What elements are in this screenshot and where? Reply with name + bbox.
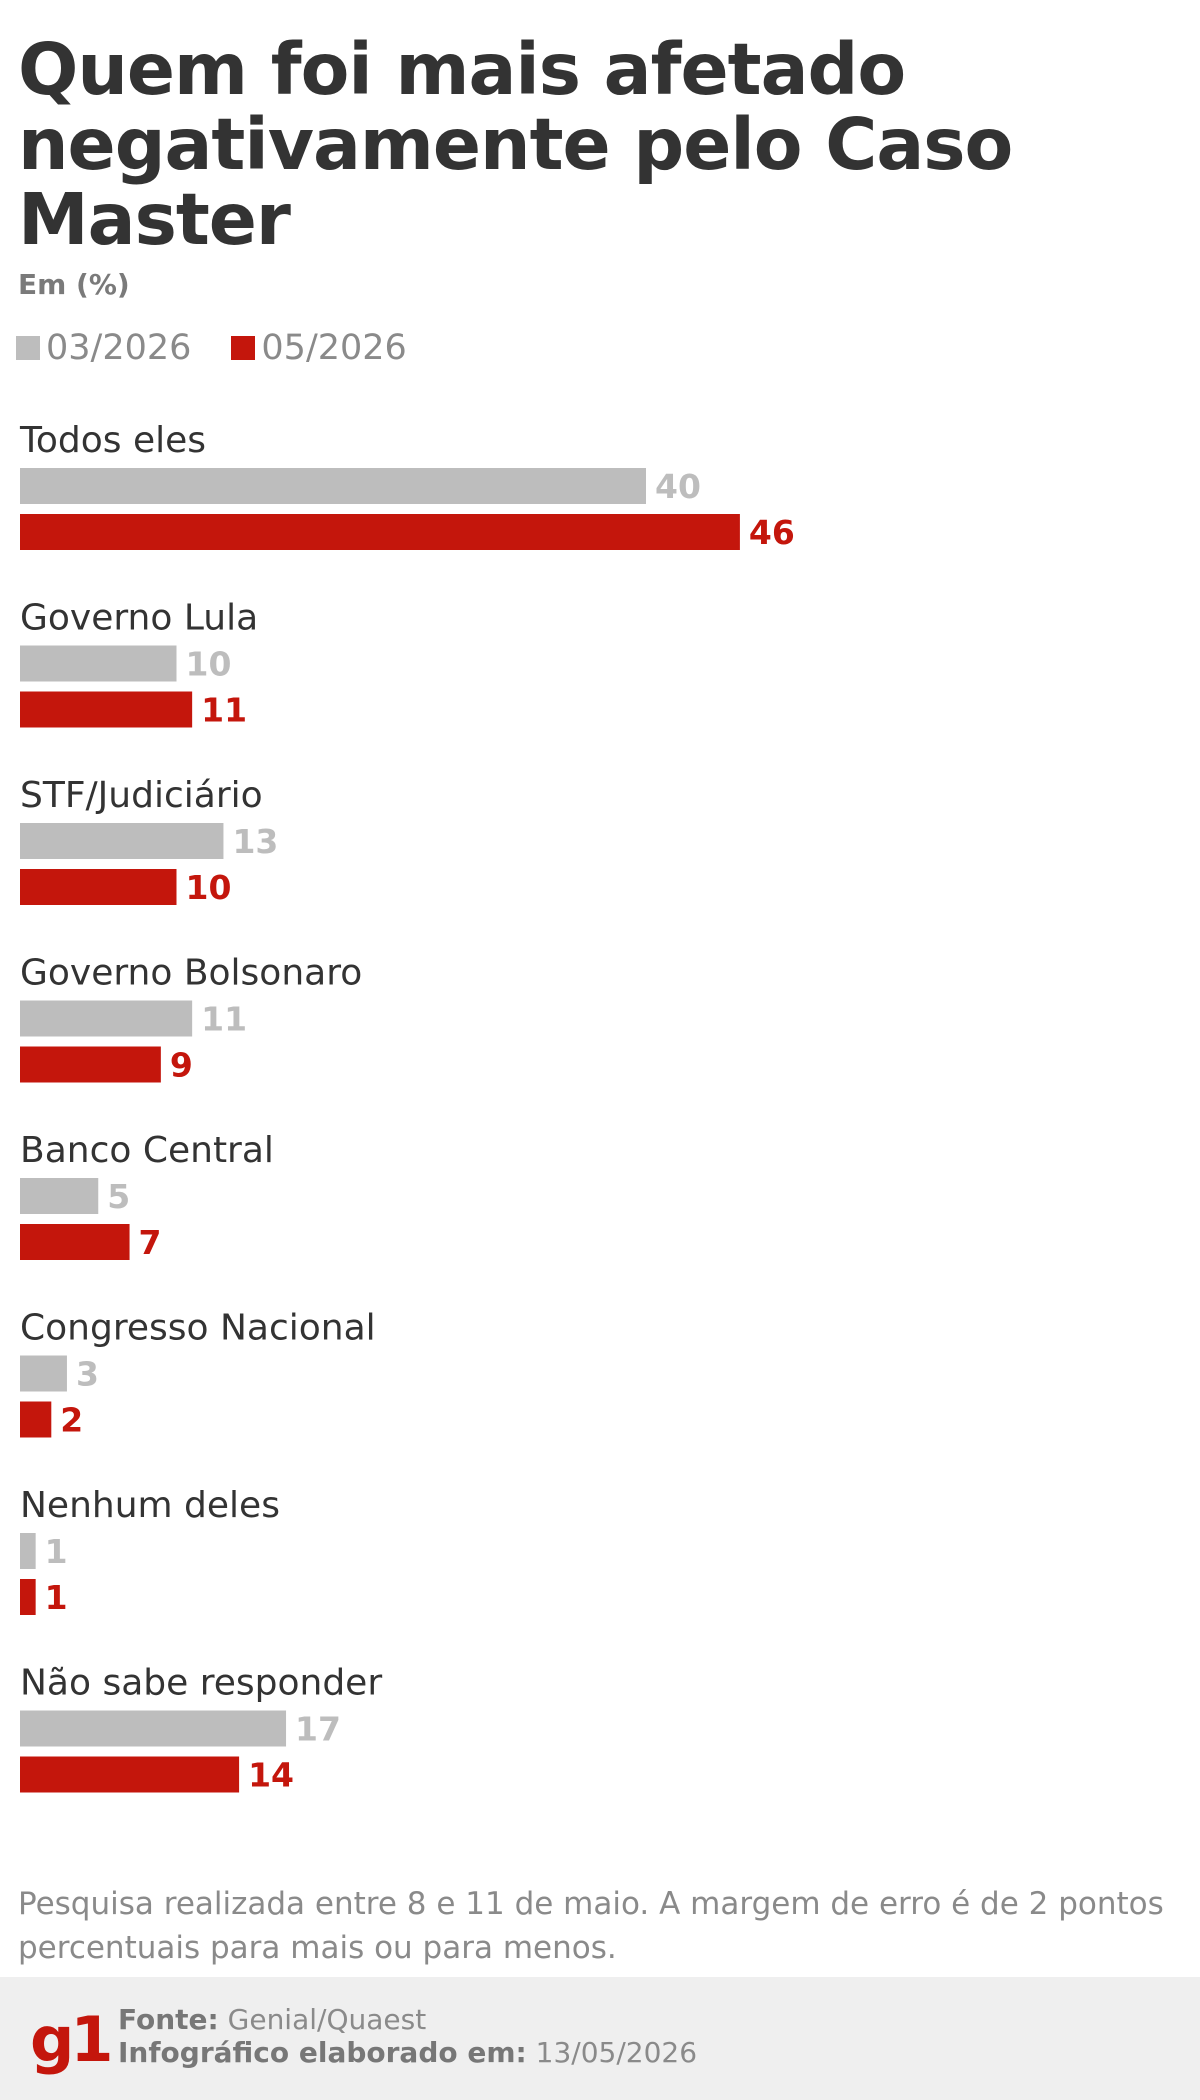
value-label-series-a: 40 [655,467,701,506]
category-group: Todos eles 40 46 [19,420,795,552]
category-group: Governo Lula 10 11 [20,598,258,730]
value-label-series-b: 9 [170,1046,193,1085]
category-label: Todos eles [19,420,206,461]
value-label-series-b: 2 [60,1401,83,1440]
legend-label-series-a: 03/2026 [46,328,192,368]
category-label: Não sabe responder [20,1663,382,1704]
bar-series-b [20,1224,130,1260]
bar-series-a [20,823,224,859]
bar-series-a [20,1178,99,1214]
category-label: STF/Judiciário [20,775,263,816]
bar-series-a [20,468,646,504]
category-label: Banco Central [20,1130,274,1171]
bar-series-a [20,645,177,682]
value-label-series-b: 7 [139,1223,162,1262]
value-label-series-a: 10 [186,645,232,684]
value-label-series-a: 17 [295,1710,341,1749]
value-label-series-a: 11 [201,1000,247,1039]
value-label-series-a: 13 [232,822,278,861]
bar-series-b [20,1756,240,1793]
legend-item-series-a: 03/2026 [16,328,191,368]
bar-series-b [20,691,193,728]
unit-label: Em (%) [18,268,130,301]
legend-item-series-b: 05/2026 [231,328,407,368]
category-group: Congresso Nacional 3 2 [20,1308,376,1440]
date-value: 13/05/2026 [535,2036,698,2069]
category-label: Governo Lula [20,598,258,639]
category-group: Nenhum deles 1 1 [20,1485,280,1617]
bar-series-b [20,1401,52,1438]
bar-series-a [20,1710,287,1747]
value-label-series-b: 46 [749,513,795,552]
value-label-series-a: 1 [45,1532,68,1571]
date-line: Infográfico elaborado em: 13/05/2026 [118,2036,697,2069]
credits: Fonte: Genial/Quaest Infográfico elabora… [118,2003,697,2069]
category-label: Governo Bolsonaro [20,953,362,994]
legend: 03/2026 05/2026 [16,326,447,370]
value-label-series-b: 11 [201,691,247,730]
bar-series-a [20,1533,36,1569]
bar-series-b [20,1046,161,1083]
value-label-series-b: 1 [45,1578,68,1617]
source-label: Fonte: [118,2003,219,2036]
legend-swatch-series-b [231,336,256,360]
svg-text:g1: g1 [30,2003,110,2076]
source-value: Genial/Quaest [227,2003,427,2036]
value-label-series-b: 14 [248,1756,294,1795]
bar-series-a [20,1355,67,1392]
source-line: Fonte: Genial/Quaest [118,2003,697,2036]
chart-title: Quem foi mais afetado negativamente pelo… [18,28,1013,261]
value-label-series-a: 3 [76,1355,99,1394]
footer: g1 Fonte: Genial/Quaest Infográfico elab… [0,1977,1200,2100]
value-label-series-b: 10 [186,868,232,907]
bar-series-b [20,514,740,550]
date-label: Infográfico elaborado em: [118,2036,527,2069]
category-group: Banco Central 57 [20,1130,274,1262]
bar-series-b [20,869,177,905]
bar-series-a [20,1000,193,1037]
g1-logo: g1 [30,2003,110,2076]
category-group: Governo Bolsonaro 119 [20,953,362,1085]
category-label: Congresso Nacional [20,1308,376,1349]
bar-series-b [20,1579,36,1615]
footnote: Pesquisa realizada entre 8 e 11 de maio.… [18,1886,1164,1966]
legend-swatch-series-a [16,336,40,360]
category-label: Nenhum deles [20,1485,280,1526]
legend-label-series-b: 05/2026 [261,328,407,368]
value-label-series-a: 5 [107,1177,130,1216]
